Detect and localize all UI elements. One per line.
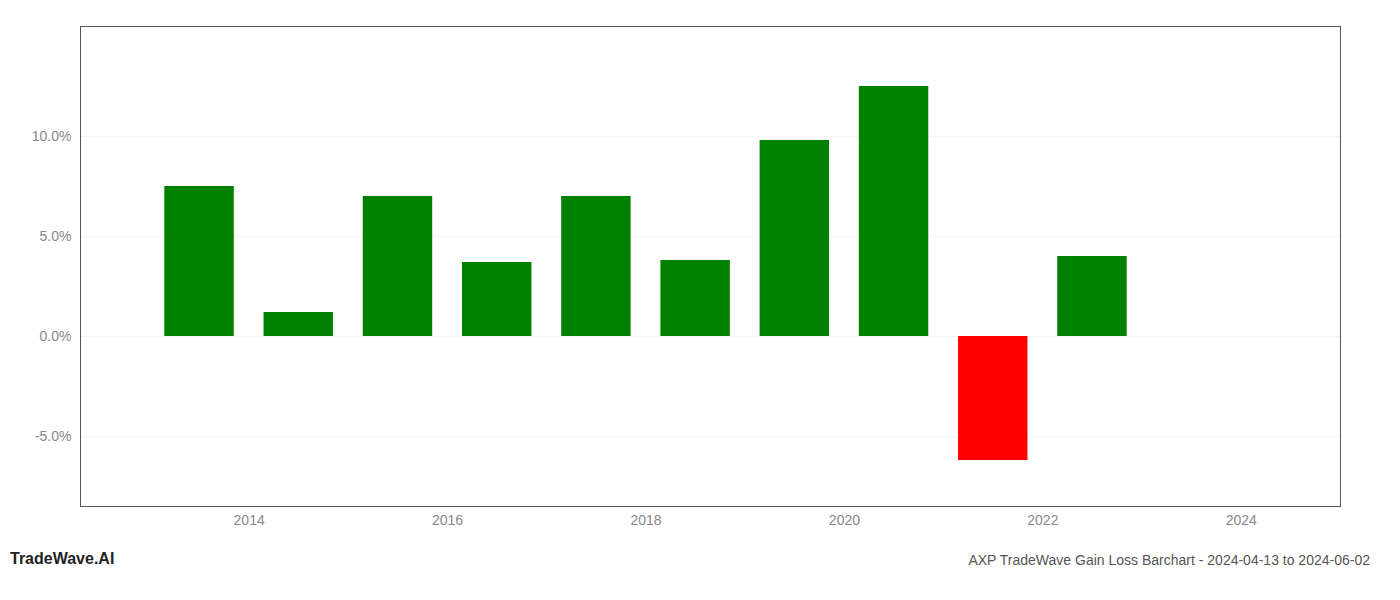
- html-text:TradeWave.AI: TradeWave.AI: [10, 550, 115, 567]
- svg-text:-5.0%: -5.0%: [35, 428, 72, 444]
- svg-text:0.0%: 0.0%: [40, 328, 72, 344]
- svg-text:2016: 2016: [432, 512, 463, 528]
- svg-text:2020: 2020: [829, 512, 860, 528]
- svg-text:2022: 2022: [1027, 512, 1058, 528]
- svg-text:2018: 2018: [630, 512, 661, 528]
- svg-text:10.0%: 10.0%: [32, 128, 72, 144]
- svg-text:5.0%: 5.0%: [40, 228, 72, 244]
- svg-text:2024: 2024: [1226, 512, 1257, 528]
- svg-text:2014: 2014: [234, 512, 265, 528]
- html-text:AXP TradeWave Gain Loss Barcha: AXP TradeWave Gain Loss Barchart - 2024-…: [968, 552, 1370, 568]
